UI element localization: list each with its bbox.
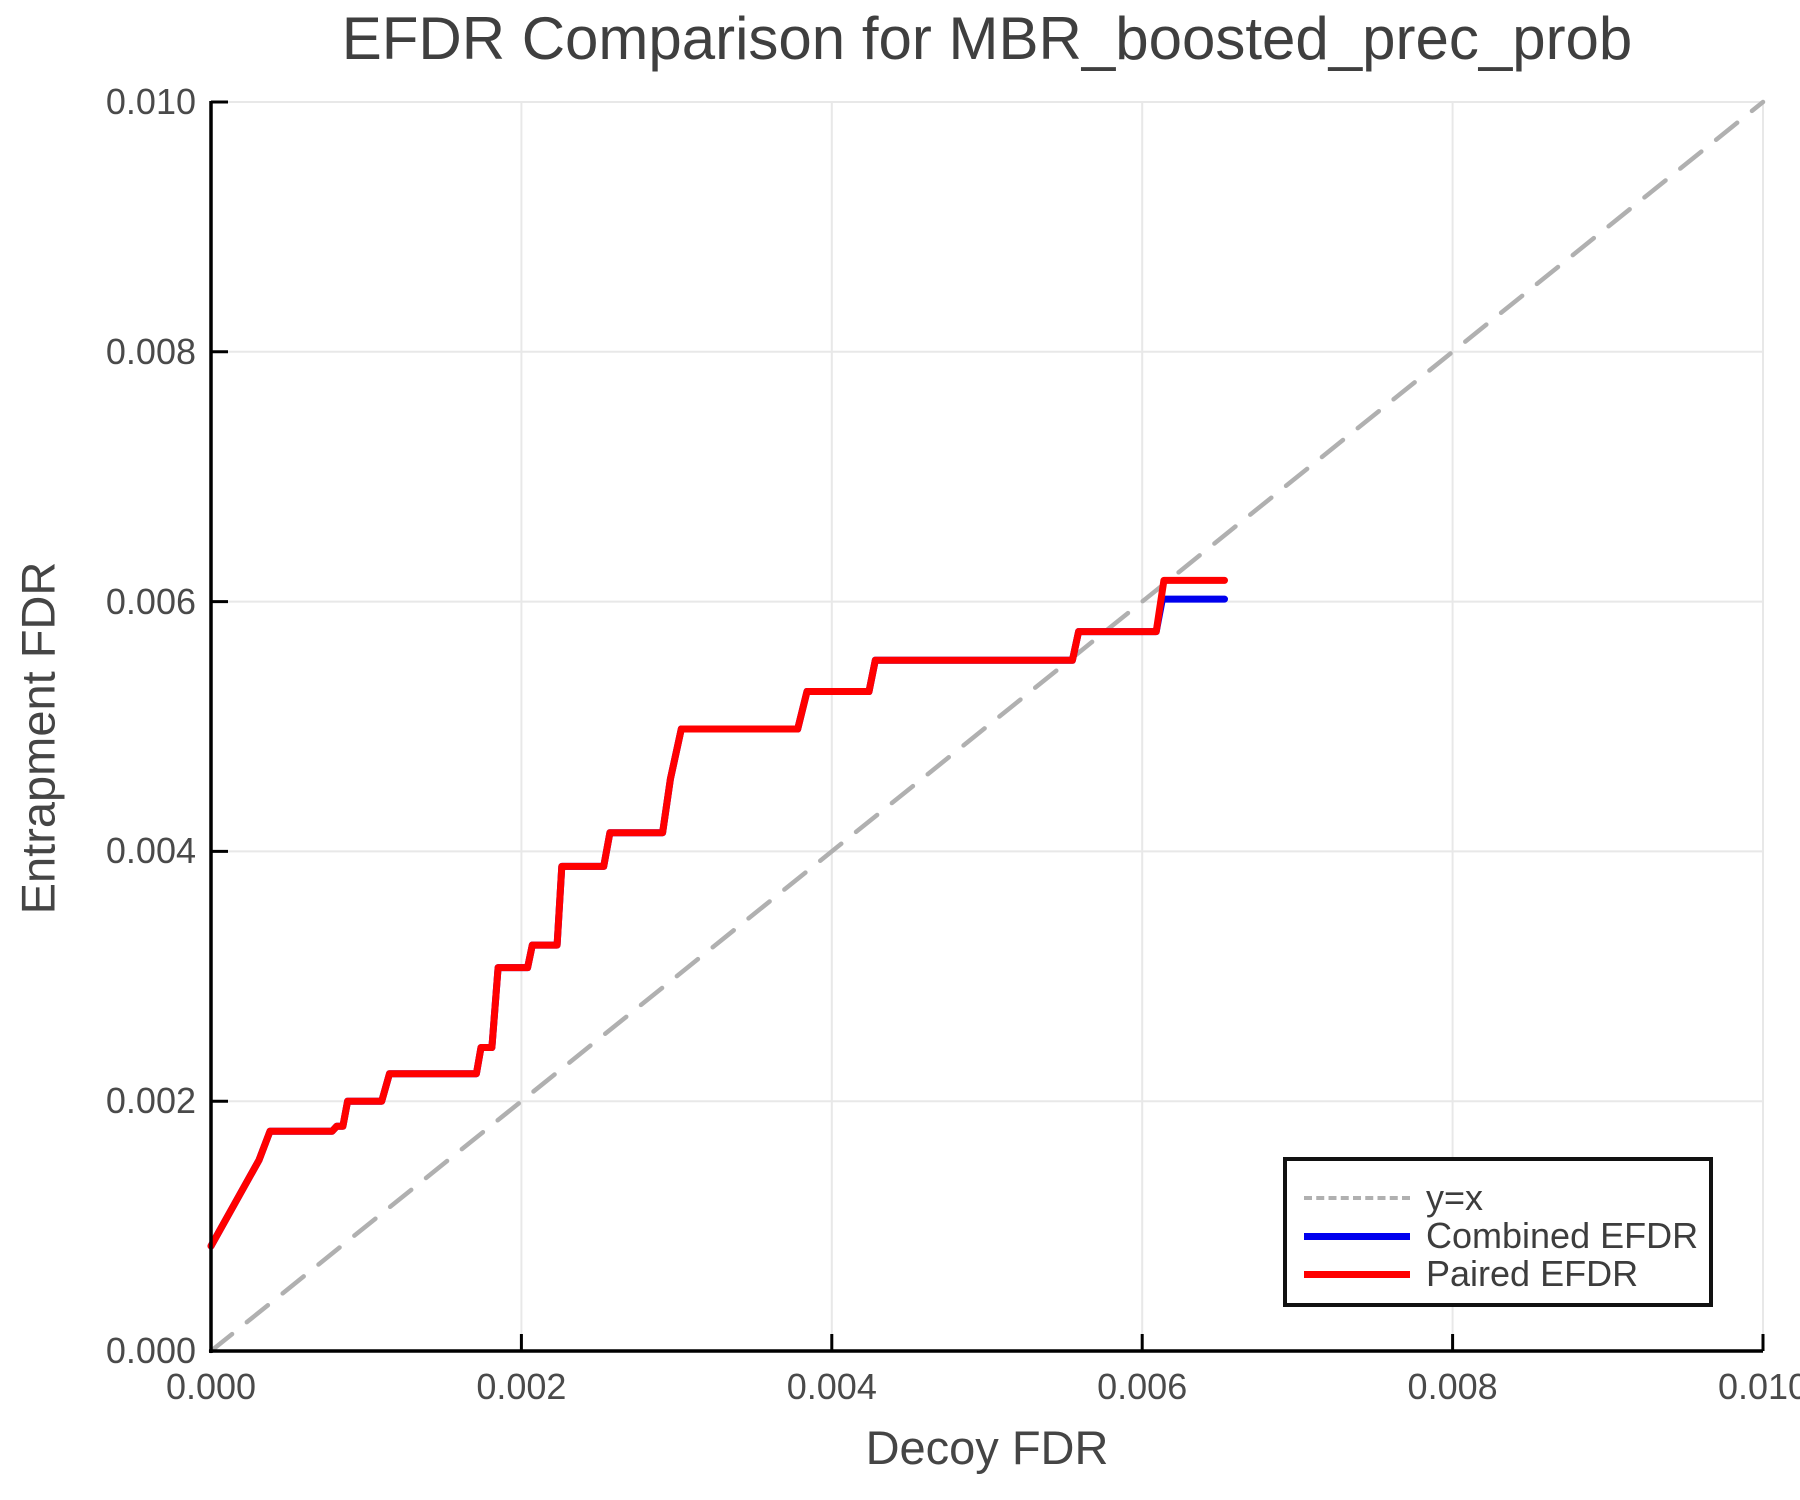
x-tick-label: 0.002: [476, 1366, 567, 1407]
y-tick-label: 0.008: [105, 330, 196, 372]
legend-box: y=x Combined EFDR Paired EFDR: [1283, 1157, 1713, 1307]
y-tick-label: 0.002: [105, 1080, 196, 1122]
x-axis-label: Decoy FDR: [865, 1421, 1109, 1474]
legend-label: y=x: [1426, 1177, 1484, 1218]
y-tick-label: 0.000: [105, 1330, 196, 1371]
y-tick-label: 0.006: [105, 580, 196, 622]
legend-line-sample: [1304, 1232, 1410, 1240]
legend-line-sample: [1304, 1196, 1410, 1200]
series-line-combined-efdr: [207, 595, 1228, 1250]
series-line-y-x: [208, 99, 1766, 1354]
x-tick-label: 0.000: [165, 1366, 257, 1407]
legend-line-sample: [1304, 1270, 1410, 1278]
legend-row: Combined EFDR: [1304, 1215, 1709, 1256]
legend-label: Paired EFDR: [1426, 1253, 1639, 1294]
y-tick-label: 0.010: [105, 81, 196, 122]
series-line-paired-efdr: [207, 576, 1228, 1250]
x-tick-label: 0.010: [1717, 1366, 1800, 1407]
x-tick-label: 0.004: [786, 1366, 877, 1407]
chart-title: EFDR Comparison for MBR_boosted_prec_pro…: [341, 5, 1633, 72]
legend-row: Paired EFDR: [1304, 1253, 1709, 1294]
x-tick-label: 0.008: [1407, 1366, 1498, 1407]
legend-row: y=x: [1304, 1177, 1709, 1218]
y-tick-label: 0.004: [105, 830, 196, 872]
legend-label: Combined EFDR: [1426, 1215, 1699, 1256]
x-tick-label: 0.006: [1097, 1366, 1188, 1407]
